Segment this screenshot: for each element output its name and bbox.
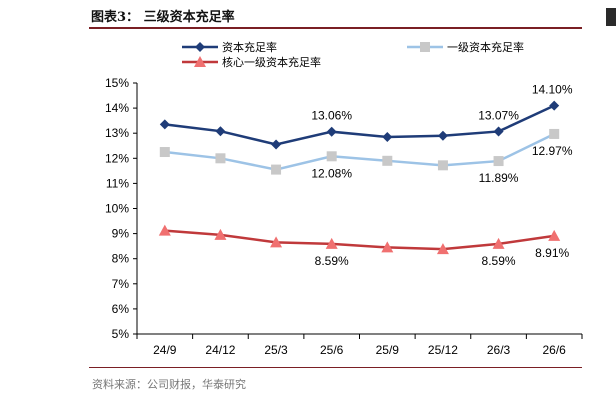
x-tick-label: 24/12 [205, 343, 235, 357]
data-label: 12.08% [311, 166, 352, 180]
x-tick-label: 25/12 [428, 343, 458, 357]
cet1-capital-ratio-point [214, 228, 227, 240]
y-tick-label: 7% [112, 277, 130, 291]
total-capital-ratio-point [437, 130, 448, 141]
x-tick-label: 25/9 [376, 343, 400, 357]
y-tick-label: 14% [105, 101, 129, 115]
cet1-capital-ratio-point [158, 224, 171, 236]
title-divider [89, 27, 582, 29]
total-capital-ratio-point [493, 126, 504, 137]
legend-label: 核心一级资本充足率 [222, 55, 321, 69]
cet1-capital-ratio-point [436, 243, 449, 255]
cet1-capital-ratio-point [270, 236, 283, 248]
data-label: 8.59% [315, 254, 349, 268]
figure-title: 图表3： 三级资本充足率 [91, 10, 235, 25]
y-tick-label: 11% [106, 176, 129, 190]
total-capital-ratio-point [549, 100, 560, 111]
legend-item: 核心一级资本充足率 [182, 55, 321, 69]
source-divider [89, 367, 582, 368]
legend-label: 资本充足率 [222, 40, 277, 54]
cet1-capital-ratio-point [381, 241, 394, 253]
data-label: 11.89% [479, 171, 519, 185]
x-tick-label: 26/3 [487, 343, 511, 357]
y-tick-label: 13% [105, 126, 129, 140]
tier1-capital-ratio-point [549, 128, 560, 139]
cet1-capital-ratio-point [325, 237, 338, 249]
tier1-capital-ratio-point [215, 153, 226, 164]
cet1-capital-ratio-point [548, 229, 561, 241]
y-tick-label: 6% [112, 302, 130, 316]
source-note: 资料来源：公司财报，华泰研究 [92, 378, 246, 391]
data-label: 14.10% [532, 83, 573, 97]
cet1-capital-ratio-line [164, 229, 555, 251]
data-label: 13.07% [478, 108, 519, 122]
clipped-adjacent-figure [606, 8, 616, 26]
x-tick-label: 25/3 [264, 343, 288, 357]
x-tick-label: 25/6 [320, 343, 344, 357]
legend-swatch-marker [195, 42, 205, 52]
y-tick-label: 12% [105, 151, 129, 165]
tier1-capital-ratio-point [437, 160, 448, 171]
y-tick-label: 9% [112, 227, 130, 241]
legend-item: 资本充足率 [182, 40, 277, 54]
data-label: 8.59% [482, 254, 516, 268]
legend-item: 一级资本充足率 [407, 40, 524, 54]
total-capital-ratio-point [382, 131, 393, 142]
data-label: 12.97% [532, 144, 573, 158]
legend-swatch-marker [420, 42, 430, 52]
y-tick-label: 8% [112, 252, 130, 266]
data-label: 8.91% [535, 246, 569, 260]
x-tick-label: 26/6 [543, 343, 567, 357]
legend-label: 一级资本充足率 [447, 40, 524, 54]
tier1-capital-ratio-point [326, 151, 337, 162]
x-tick-label: 24/9 [153, 343, 177, 357]
legend-swatch-marker [194, 56, 206, 67]
y-tick-label: 15% [105, 76, 129, 90]
y-tick-label: 5% [112, 327, 130, 341]
total-capital-ratio-point [271, 139, 282, 150]
total-capital-ratio-point [159, 119, 170, 130]
tier1-capital-ratio-point [159, 147, 170, 158]
total-capital-ratio-point [215, 126, 226, 137]
tier1-capital-ratio-point [493, 156, 504, 167]
data-label: 13.06% [311, 109, 352, 123]
y-tick-label: 10% [105, 202, 129, 216]
cet1-capital-ratio-point [492, 237, 505, 249]
total-capital-ratio-line [164, 104, 555, 146]
total-capital-ratio-point [326, 126, 337, 137]
tier1-capital-ratio-line [164, 132, 555, 171]
tier1-capital-ratio-point [271, 164, 282, 175]
tier1-capital-ratio-point [382, 155, 393, 166]
